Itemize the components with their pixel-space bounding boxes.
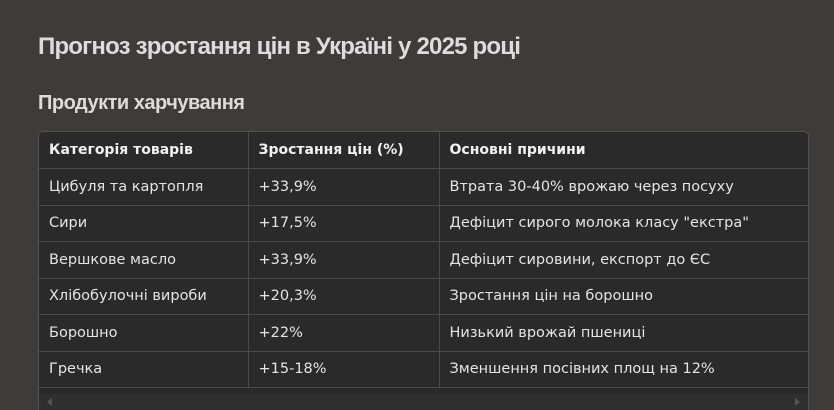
table-row: Хлібобулочні вироби +20,3% Зростання цін… xyxy=(39,278,808,315)
cell-price-growth: +17,5% xyxy=(248,205,440,242)
table-row: Цибуля та картопля +33,9% Втрата 30-40% … xyxy=(39,168,808,206)
scroll-left-arrow-icon[interactable] xyxy=(47,398,52,406)
cell-price-growth: +22% xyxy=(248,314,440,352)
cell-price-growth: +33,9% xyxy=(248,168,440,206)
table-row: Сири +17,5% Дефіцит сирого молока класу … xyxy=(39,205,808,242)
cell-price-growth: +20,3% xyxy=(248,278,440,315)
cell-category: Гречка xyxy=(39,351,249,388)
cell-price-growth: +15-18% xyxy=(248,351,440,388)
cell-category: Цибуля та картопля xyxy=(39,168,249,206)
header-price-growth: Зростання цін (%) xyxy=(248,132,440,169)
cell-reason: Зростання цін на борошно xyxy=(439,278,808,315)
price-forecast-table: Категорія товарів Зростання цін (%) Осно… xyxy=(38,131,809,410)
cell-reason: Дефіцит сировини, експорт до ЄС xyxy=(439,241,808,279)
cell-category: Хлібобулочні вироби xyxy=(39,278,249,315)
cell-reason: Втрата 30-40% врожаю через посуху xyxy=(439,168,808,206)
table-row: Гречка +15-18% Зменшення посівних площ н… xyxy=(39,351,808,388)
scroll-right-arrow-icon[interactable] xyxy=(795,398,800,406)
cell-category: Сири xyxy=(39,205,249,242)
price-table: Категорія товарів Зростання цін (%) Осно… xyxy=(39,132,808,388)
page-title: Прогноз зростання цін в Україні у 2025 р… xyxy=(38,33,521,60)
section-title: Продукти харчування xyxy=(38,92,245,114)
table-row: Борошно +22% Низький врожай пшениці xyxy=(39,314,808,352)
cell-reason: Низький врожай пшениці xyxy=(439,314,808,352)
horizontal-scrollbar[interactable] xyxy=(39,394,808,410)
cell-category: Борошно xyxy=(39,314,249,352)
cell-reason: Дефіцит сирого молока класу "екстра" xyxy=(439,205,808,242)
header-reasons: Основні причини xyxy=(439,132,808,169)
table-header-row: Категорія товарів Зростання цін (%) Осно… xyxy=(39,132,808,169)
header-category: Категорія товарів xyxy=(39,132,249,169)
table-row: Вершкове масло +33,9% Дефіцит сировини, … xyxy=(39,241,808,279)
cell-price-growth: +33,9% xyxy=(248,241,440,279)
cell-category: Вершкове масло xyxy=(39,241,249,279)
cell-reason: Зменшення посівних площ на 12% xyxy=(439,351,808,388)
